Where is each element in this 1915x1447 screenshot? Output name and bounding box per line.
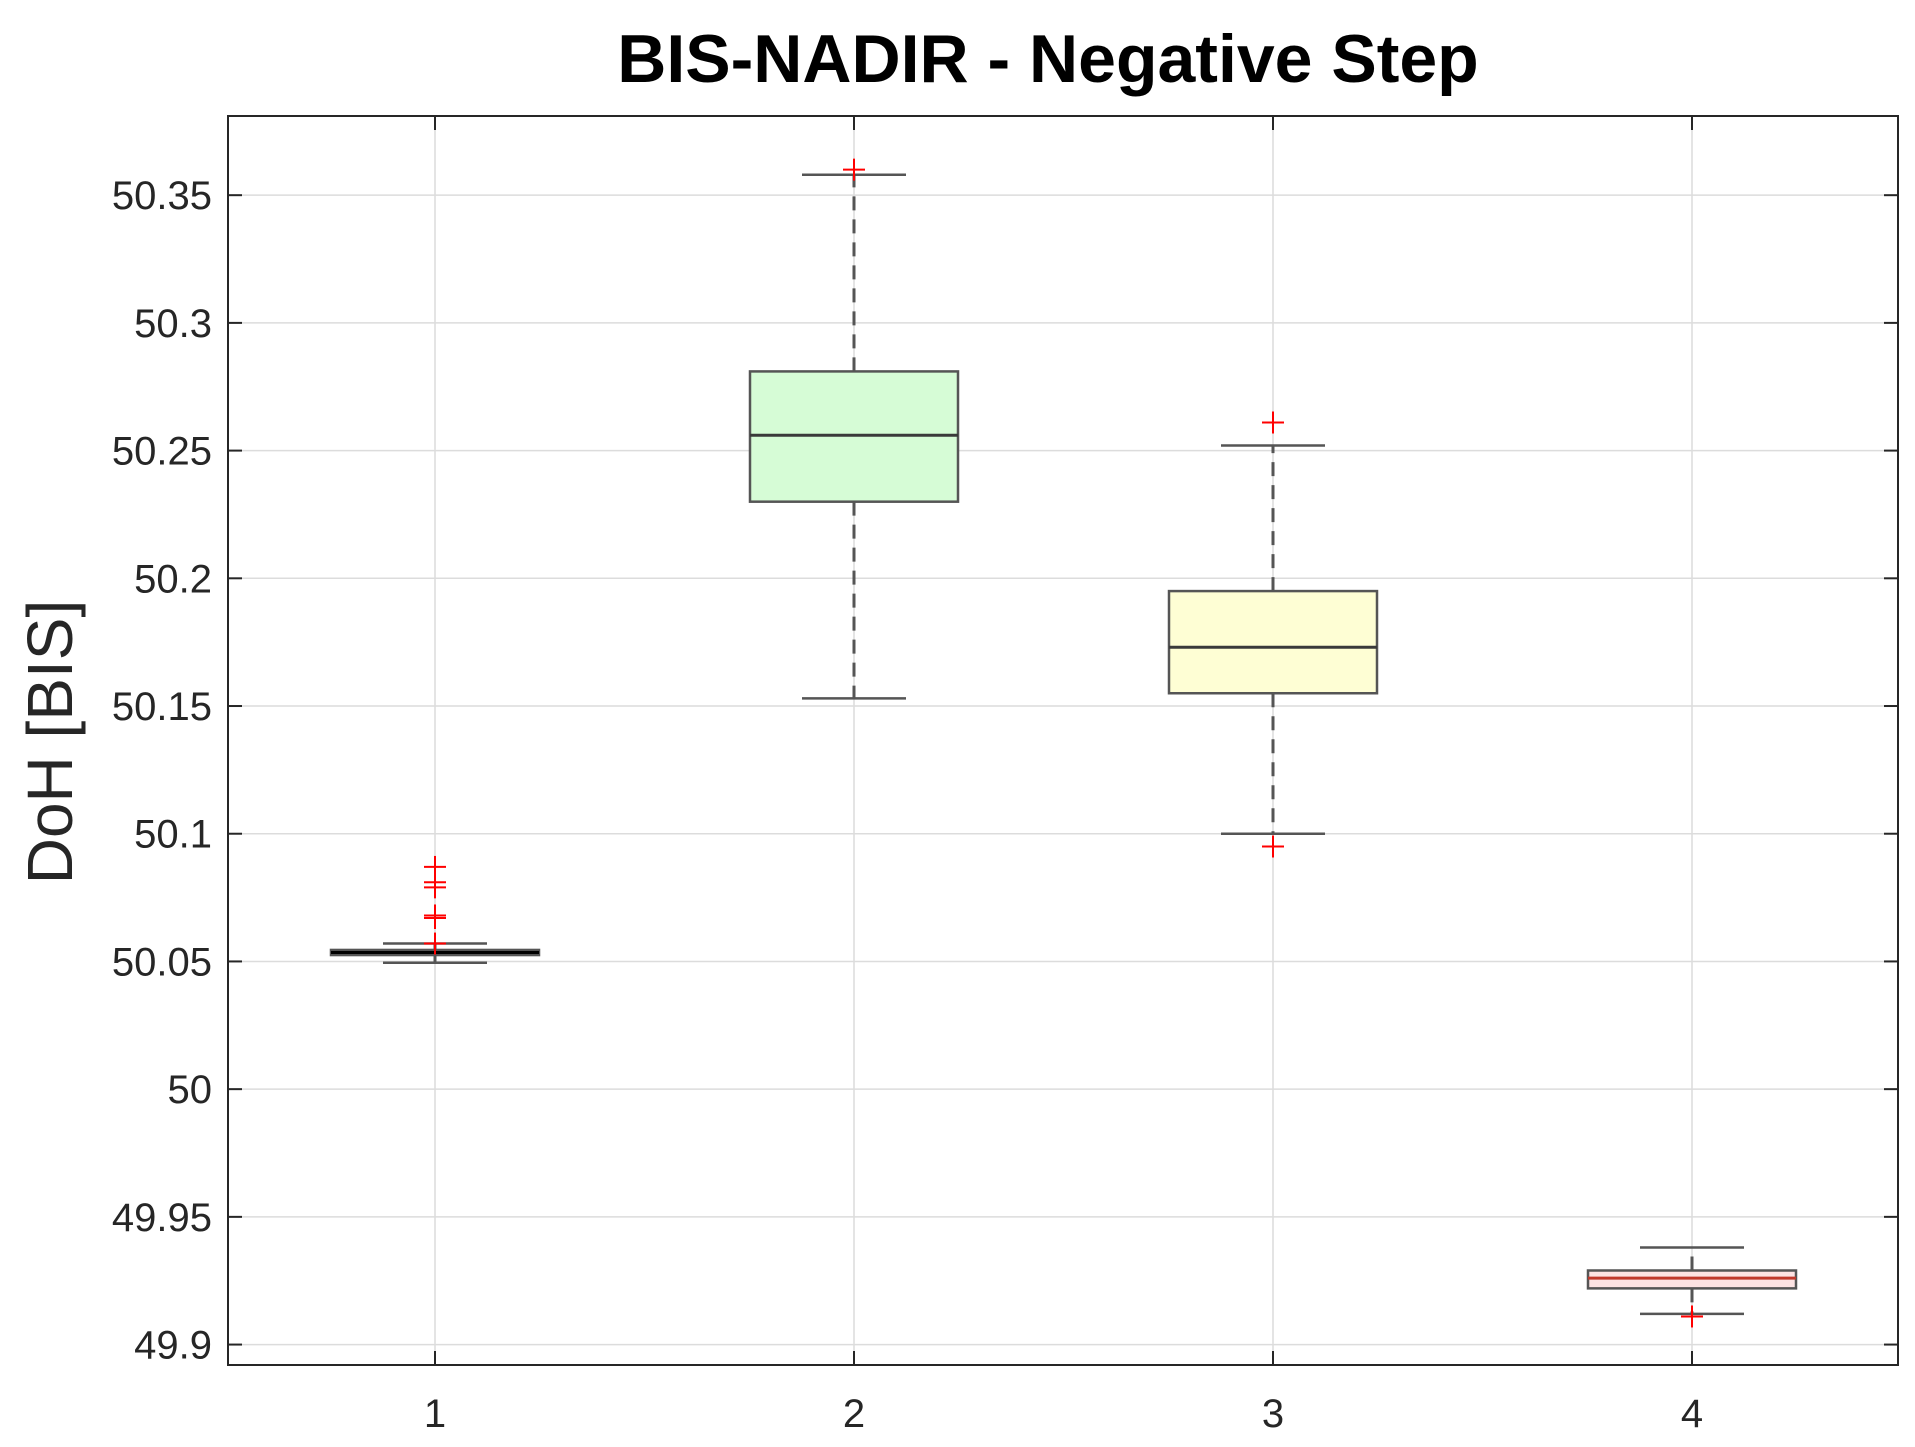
outlier-marker — [843, 158, 865, 181]
y-tick-label: 50.15 — [112, 685, 212, 729]
outlier-marker — [424, 907, 446, 930]
x-tick-label: 1 — [424, 1392, 446, 1436]
y-tick-label: 50 — [168, 1068, 213, 1112]
box-group-2 — [748, 158, 960, 700]
y-axis-label: DoH [BIS] — [14, 600, 86, 885]
boxes — [329, 158, 1798, 1328]
chart-title: BIS-NADIR - Negative Step — [617, 21, 1478, 97]
y-tick-label: 49.9 — [134, 1324, 212, 1368]
y-tick-label: 50.05 — [112, 940, 212, 984]
grid-lines — [228, 116, 1898, 1365]
plot-frame — [227, 115, 1899, 1366]
outlier-marker — [1262, 835, 1284, 858]
axes: 49.9 49.95 50 50.05 50.1 50.15 50.2 50.25 50.3 50… — [112, 115, 1899, 1436]
box-group-3 — [1167, 411, 1379, 858]
y-tick-label: 49.95 — [112, 1196, 212, 1240]
x-tick-label: 2 — [843, 1392, 865, 1436]
outlier-marker — [1262, 411, 1284, 434]
outlier-marker — [424, 876, 446, 899]
x-tick-label: 3 — [1262, 1392, 1284, 1436]
box-group-1 — [329, 855, 541, 964]
x-tick-label: 4 — [1681, 1392, 1703, 1436]
y-tick-label: 50.1 — [134, 813, 212, 857]
outlier-marker — [1681, 1305, 1703, 1328]
box — [1167, 589, 1379, 695]
y-tick-label: 50.35 — [112, 174, 212, 218]
y-tick-label: 50.25 — [112, 430, 212, 474]
box-group-4 — [1586, 1246, 1798, 1328]
y-tick-label: 50.3 — [134, 302, 212, 346]
y-tick-label: 50.2 — [134, 557, 212, 601]
outlier-marker — [424, 932, 446, 955]
